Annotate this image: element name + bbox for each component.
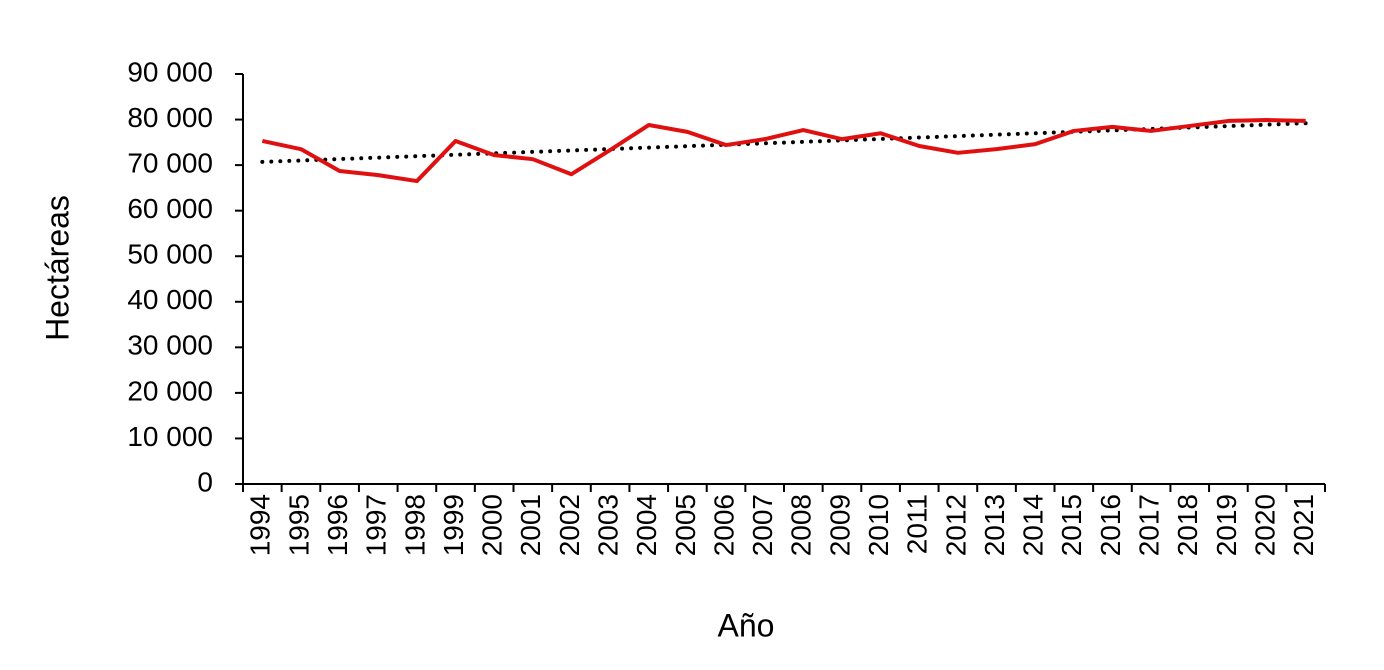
x-tick-label: 1997 <box>361 494 392 556</box>
x-tick-label: 2020 <box>1249 494 1280 556</box>
x-tick-label: 2014 <box>1018 494 1049 556</box>
x-tick-label: 1995 <box>283 494 314 556</box>
x-tick-label: 2012 <box>940 494 971 556</box>
x-tick-label: 2003 <box>592 494 623 556</box>
data-line <box>261 118 1306 184</box>
y-tick-label: 0 <box>197 466 213 497</box>
x-tick-label: 1994 <box>245 494 276 556</box>
x-tick-label: 1999 <box>438 494 469 556</box>
y-tick-label: 30 000 <box>127 330 213 361</box>
x-tick-label: 2010 <box>863 494 894 556</box>
x-tick-label: 2019 <box>1211 494 1242 556</box>
y-tick-label: 70 000 <box>127 148 213 179</box>
x-tick-label: 2001 <box>515 494 546 556</box>
trendline <box>260 121 1308 164</box>
y-axis-label: Hectáreas <box>39 195 75 341</box>
x-tick-label: 2006 <box>708 494 739 556</box>
x-tick-label: 1996 <box>322 494 353 556</box>
x-tick-label: 2015 <box>1056 494 1087 556</box>
x-tick-label: 2004 <box>631 494 662 556</box>
x-tick-label: 2009 <box>824 494 855 556</box>
x-tick-label: 2000 <box>477 494 508 556</box>
x-tick-label: 2016 <box>1095 494 1126 556</box>
y-tick-label: 90 000 <box>127 56 213 87</box>
y-tick-label: 40 000 <box>127 284 213 315</box>
x-tick-label: 2007 <box>747 494 778 556</box>
x-tick-label: 1998 <box>399 494 430 556</box>
x-tick-label: 2002 <box>554 494 585 556</box>
x-tick-label: 2021 <box>1288 494 1319 556</box>
y-tick-label: 80 000 <box>127 102 213 133</box>
y-tick-label: 60 000 <box>127 193 213 224</box>
x-tick-label: 2011 <box>902 494 933 554</box>
x-tick-label: 2018 <box>1172 494 1203 556</box>
y-tick-label: 10 000 <box>127 421 213 452</box>
x-tick-label: 2005 <box>670 494 701 556</box>
y-tick-label: 20 000 <box>127 375 213 406</box>
x-axis-label: Año <box>718 607 775 643</box>
x-tick-label: 2017 <box>1133 494 1164 556</box>
y-tick-label: 50 000 <box>127 239 213 270</box>
x-tick-label: 2008 <box>786 494 817 556</box>
x-tick-label: 2013 <box>979 494 1010 556</box>
